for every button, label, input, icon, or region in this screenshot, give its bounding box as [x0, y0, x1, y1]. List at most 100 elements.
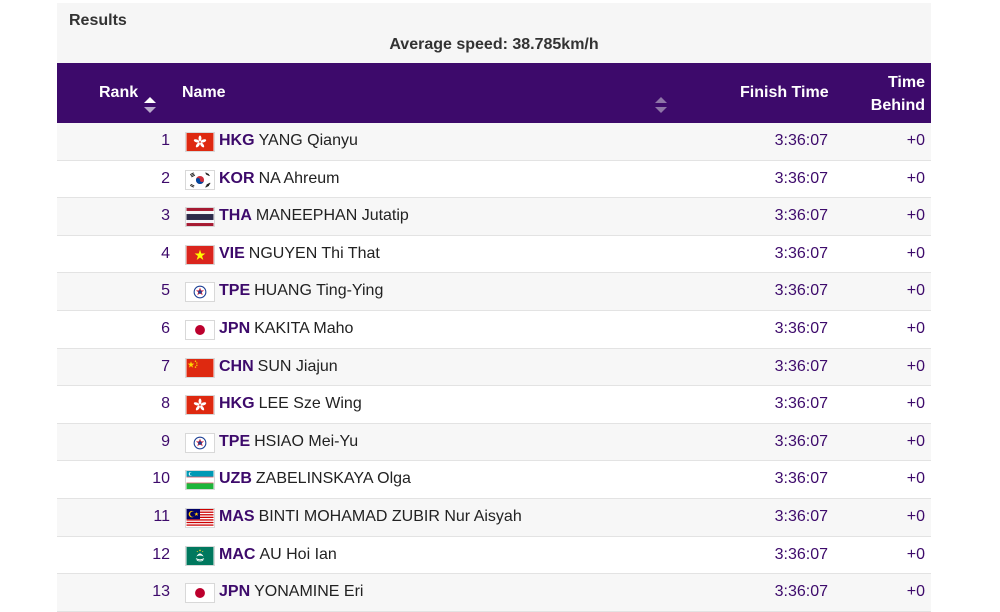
finish-time-cell: 3:36:07: [774, 207, 828, 225]
noc-code[interactable]: MAC: [219, 545, 256, 563]
hkg-flag-icon: [185, 132, 215, 152]
time-behind-cell: +0: [906, 545, 925, 563]
athlete-cell: HKG LEE Sze Wing: [219, 395, 362, 413]
athlete-cell: UZB ZABELINSKAYA Olga: [219, 470, 411, 488]
tha-flag-icon: [185, 207, 215, 228]
chn-flag-icon: [185, 357, 215, 378]
athlete-name[interactable]: BINTI MOHAMAD ZUBIR Nur Aisyah: [258, 507, 522, 525]
rank-cell: 1: [161, 132, 170, 149]
time-behind-cell: +0: [906, 357, 925, 375]
athlete-cell: TPE HUANG Ting-Ying: [219, 282, 383, 300]
sort-arrows-icon[interactable]: [654, 95, 668, 115]
time-behind-cell: +0: [906, 583, 925, 601]
athlete-cell: TPE HSIAO Mei-Yu: [219, 433, 358, 451]
athlete-cell: JPN YONAMINE Eri: [219, 583, 363, 601]
table-row[interactable]: 8 HKG LEE Sze Wing 3:36:07 +0: [57, 386, 931, 424]
tpe-flag-icon: [185, 432, 215, 453]
noc-code[interactable]: HKG: [219, 395, 255, 413]
finish-time-column-header[interactable]: Finish Time: [740, 84, 829, 101]
rank-cell: 7: [161, 357, 170, 375]
athlete-name[interactable]: NGUYEN Thi That: [248, 244, 380, 262]
athlete-name[interactable]: HSIAO Mei-Yu: [254, 432, 359, 450]
athlete-cell: VIE NGUYEN Thi That: [219, 245, 380, 263]
table-row[interactable]: 3 THA MANEEPHAN Jutatip 3:36:07 +0: [57, 198, 931, 236]
athlete-name[interactable]: MANEEPHAN Jutatip: [255, 207, 409, 225]
name-column-header[interactable]: Name: [182, 84, 226, 101]
noc-code[interactable]: MAS: [219, 507, 255, 525]
rank-cell: 4: [161, 244, 170, 262]
uzb-flag-icon: [185, 470, 215, 491]
athlete-name[interactable]: NA Ahreum: [258, 169, 340, 187]
table-row[interactable]: 9 TPE HSIAO Mei-Yu 3:36:07 +0: [57, 423, 931, 462]
table-row[interactable]: 13 JPN YONAMINE Eri 3:36:07 +0: [57, 574, 931, 612]
finish-time-cell: 3:36:07: [774, 169, 828, 187]
time-behind-cell: +0: [906, 395, 925, 413]
table-row[interactable]: 7 CHN SUN Jiajun 3:36:07 +0: [57, 348, 931, 387]
finish-time-cell: 3:36:07: [774, 282, 828, 300]
athlete-name[interactable]: ZABELINSKAYA Olga: [255, 470, 411, 488]
finish-time-cell: 3:36:07: [774, 319, 828, 337]
time-behind-cell: +0: [906, 207, 925, 225]
finish-time-cell: 3:36:07: [774, 507, 828, 525]
athlete-name[interactable]: KAKITA Maho: [254, 319, 354, 337]
athlete-cell: THA MANEEPHAN Jutatip: [219, 207, 409, 225]
table-header: Rank Name Finish Time Time Behind: [57, 63, 931, 123]
athlete-cell: HKG YANG Qianyu: [219, 132, 358, 150]
athlete-name[interactable]: LEE Sze Wing: [258, 395, 362, 413]
table-row[interactable]: 1 HKG YANG Qianyu 3:36:07 +0: [57, 123, 931, 161]
time-behind-cell: +0: [906, 132, 925, 149]
table-row[interactable]: 4 VIE NGUYEN Thi That 3:36:07 +0: [57, 235, 931, 274]
noc-code[interactable]: VIE: [219, 244, 245, 262]
jpn-flag-icon: [185, 583, 215, 604]
time-behind-cell: +0: [906, 169, 925, 187]
rank-cell: 3: [161, 207, 170, 225]
noc-code[interactable]: THA: [219, 207, 252, 225]
rank-cell: 11: [153, 507, 170, 525]
table-row[interactable]: 11 MAS BINTI MOHAMAD ZUBIR Nur Aisyah 3:36:…: [57, 498, 931, 537]
rank-cell: 5: [161, 282, 170, 300]
table-row[interactable]: 10 UZB ZABELINSKAYA Olga 3:36:07 +0: [57, 461, 931, 499]
athlete-cell: JPN KAKITA Maho: [219, 320, 353, 338]
average-speed: Average speed: 38.785km/h: [389, 36, 599, 53]
athlete-cell: CHN SUN Jiajun: [219, 358, 338, 376]
athlete-cell: KOR NA Ahreum: [219, 170, 340, 188]
noc-code[interactable]: TPE: [219, 282, 251, 300]
noc-code[interactable]: TPE: [219, 432, 251, 450]
results-panel: Results Average speed: 38.785km/h Rank N…: [57, 3, 931, 612]
athlete-name[interactable]: SUN Jiajun: [257, 357, 338, 375]
rank-cell: 10: [152, 470, 170, 488]
noc-code[interactable]: JPN: [219, 319, 251, 337]
table-row[interactable]: 6 JPN KAKITA Maho 3:36:07 +0: [57, 310, 931, 349]
time-behind-cell: +0: [906, 244, 925, 262]
results-caption: Results Average speed: 38.785km/h: [57, 3, 931, 63]
noc-code[interactable]: HKG: [219, 132, 255, 149]
rank-column-header[interactable]: Rank: [99, 84, 139, 101]
rank-cell: 13: [152, 583, 170, 601]
sort-arrows-icon[interactable]: [143, 95, 157, 115]
vie-flag-icon: [185, 244, 215, 265]
table-row[interactable]: 5 TPE HUANG Ting-Ying 3:36:07 +0: [57, 273, 931, 311]
noc-code[interactable]: UZB: [219, 470, 252, 488]
rank-cell: 2: [161, 169, 170, 187]
finish-time-cell: 3:36:07: [774, 432, 828, 450]
rank-cell: 9: [161, 432, 170, 450]
athlete-name[interactable]: YANG Qianyu: [258, 132, 358, 149]
results-table-body: 1 HKG YANG Qianyu 3:36:07 +0 2 KOR NA Ahreum 3:3…: [57, 123, 931, 612]
finish-time-cell: 3:36:07: [774, 583, 828, 601]
tpe-flag-icon: [185, 282, 215, 303]
finish-time-cell: 3:36:07: [774, 395, 828, 413]
noc-code[interactable]: CHN: [219, 357, 254, 375]
noc-code[interactable]: JPN: [219, 583, 251, 601]
time-behind-header-line1: Time: [887, 74, 925, 91]
finish-time-cell: 3:36:07: [774, 132, 828, 149]
table-row[interactable]: 12 MAC AU Hoi Ian 3:36:07 +0: [57, 536, 931, 575]
finish-time-cell: 3:36:07: [774, 545, 828, 563]
mac-flag-icon: [185, 545, 215, 566]
time-behind-column-header[interactable]: Time Behind: [871, 71, 925, 117]
athlete-name[interactable]: AU Hoi Ian: [259, 545, 337, 563]
athlete-name[interactable]: HUANG Ting-Ying: [254, 282, 384, 300]
noc-code[interactable]: KOR: [219, 169, 255, 187]
table-row[interactable]: 2 KOR NA Ahreum 3:36:07 +0: [57, 160, 931, 199]
athlete-name[interactable]: YONAMINE Eri: [254, 583, 364, 601]
time-behind-cell: +0: [906, 432, 925, 450]
